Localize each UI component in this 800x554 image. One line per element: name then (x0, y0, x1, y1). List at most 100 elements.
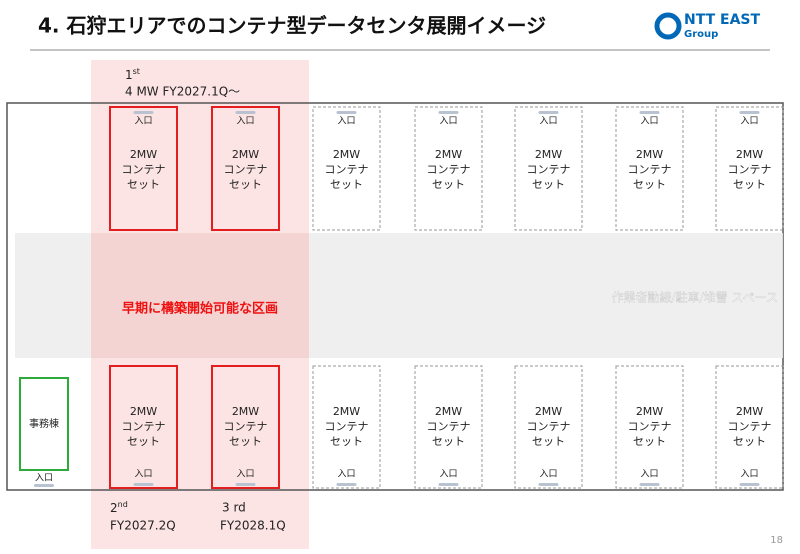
container-text: コンテナ (224, 163, 268, 176)
office-building (19, 377, 69, 471)
entrance-label: 入口 (439, 116, 457, 127)
ordinal: 1 (125, 68, 133, 82)
container-text: セット (633, 178, 666, 191)
entrance-label: 入口 (439, 469, 457, 480)
container-text: セット (532, 435, 565, 448)
container-text: コンテナ (224, 420, 268, 433)
container-text: セット (330, 178, 363, 191)
entrance-bar (336, 111, 357, 114)
container-text: セット (532, 178, 565, 191)
container-text: 2MW (333, 148, 360, 161)
container-text: コンテナ (728, 420, 772, 433)
container-text: コンテナ (122, 420, 166, 433)
entrance-bar (739, 483, 760, 486)
container-set (211, 365, 280, 489)
entrance-bar (336, 483, 357, 486)
entrance-label: 入口 (236, 116, 254, 127)
container-set (109, 365, 178, 489)
phase-2-detail: FY2027.2Q (110, 519, 176, 533)
container-text: コンテナ (325, 163, 369, 176)
entrance-label: 入口 (337, 116, 355, 127)
container-text: セット (330, 435, 363, 448)
entrance-label: 入口 (134, 116, 152, 127)
early-zone (91, 233, 309, 358)
office-label: 事務棟 (29, 417, 59, 430)
container-text: コンテナ (628, 420, 672, 433)
container-text: セット (127, 435, 160, 448)
container-text: 2MW (636, 148, 663, 161)
container-text: 2MW (736, 405, 763, 418)
phase-3-detail: FY2028.1Q (220, 519, 286, 533)
container-text: 2MW (232, 405, 259, 418)
container-text: コンテナ (325, 420, 369, 433)
entrance-bar (438, 483, 459, 486)
container-set (514, 365, 583, 489)
container-text: 2MW (435, 148, 462, 161)
container-text: コンテナ (728, 163, 772, 176)
entrance-bar (34, 484, 54, 487)
entrance-label: 入口 (337, 469, 355, 480)
phase-2-ordinal: 2nd (110, 500, 128, 515)
container-text: 2MW (232, 148, 259, 161)
entrance-bar (235, 111, 256, 114)
entrance-label: 入口 (640, 469, 658, 480)
container-set (715, 365, 784, 489)
container-text: コンテナ (527, 163, 571, 176)
container-set (615, 365, 684, 489)
phase-3-ordinal: 3 rd (222, 501, 246, 515)
container-text: コンテナ (527, 420, 571, 433)
logo-mark (654, 12, 682, 40)
entrance-label: 入口 (740, 116, 758, 127)
entrance-label: 入口 (134, 469, 152, 480)
ordinal-suffix: nd (118, 500, 128, 509)
space-label: 作業者動線/駐車/堆雪 スペース (612, 290, 778, 305)
ordinal-suffix: st (133, 67, 140, 76)
entrance-bar (538, 483, 559, 486)
entrance-bar (639, 483, 660, 486)
container-text: 2MW (535, 148, 562, 161)
ordinal: 2 (110, 501, 118, 515)
container-set (414, 365, 483, 489)
entrance-label: 入口 (539, 116, 557, 127)
slide-title: 4. 石狩エリアでのコンテナ型データセンタ展開イメージ (38, 14, 546, 38)
container-text: 2MW (736, 148, 763, 161)
container-text: 2MW (636, 405, 663, 418)
entrance-label: 入口 (640, 116, 658, 127)
container-text: コンテナ (122, 163, 166, 176)
entrance-bar (235, 483, 256, 486)
entrance-bar (739, 111, 760, 114)
container-text: セット (127, 178, 160, 191)
page-number: 18 (770, 535, 783, 546)
container-text: セット (432, 435, 465, 448)
container-set (312, 365, 381, 489)
entrance-bar (639, 111, 660, 114)
entrance-bar (438, 111, 459, 114)
entrance-bar (133, 111, 154, 114)
early-zone-label: 早期に構築開始可能な区画 (122, 301, 278, 317)
entrance-label: 入口 (740, 469, 758, 480)
phase-1-ordinal: 1st (125, 67, 140, 82)
container-set (109, 106, 178, 231)
container-text: コンテナ (628, 163, 672, 176)
container-text: 2MW (333, 405, 360, 418)
container-text: 2MW (130, 148, 157, 161)
logo-name: NTT EAST (684, 12, 760, 28)
container-text: セット (633, 435, 666, 448)
container-text: セット (229, 178, 262, 191)
container-set (211, 106, 280, 231)
entrance-label: 入口 (236, 469, 254, 480)
container-text: 2MW (130, 405, 157, 418)
container-text: コンテナ (427, 163, 471, 176)
container-text: セット (733, 178, 766, 191)
entrance-bar (133, 483, 154, 486)
container-text: コンテナ (427, 420, 471, 433)
phase-1-detail: 4 MW FY2027.1Q～ (125, 85, 240, 99)
entrance-bar (538, 111, 559, 114)
container-text: セット (432, 178, 465, 191)
entrance-label: 入口 (539, 469, 557, 480)
container-text: 2MW (535, 405, 562, 418)
logo-sub: Group (684, 29, 718, 40)
container-text: 2MW (435, 405, 462, 418)
